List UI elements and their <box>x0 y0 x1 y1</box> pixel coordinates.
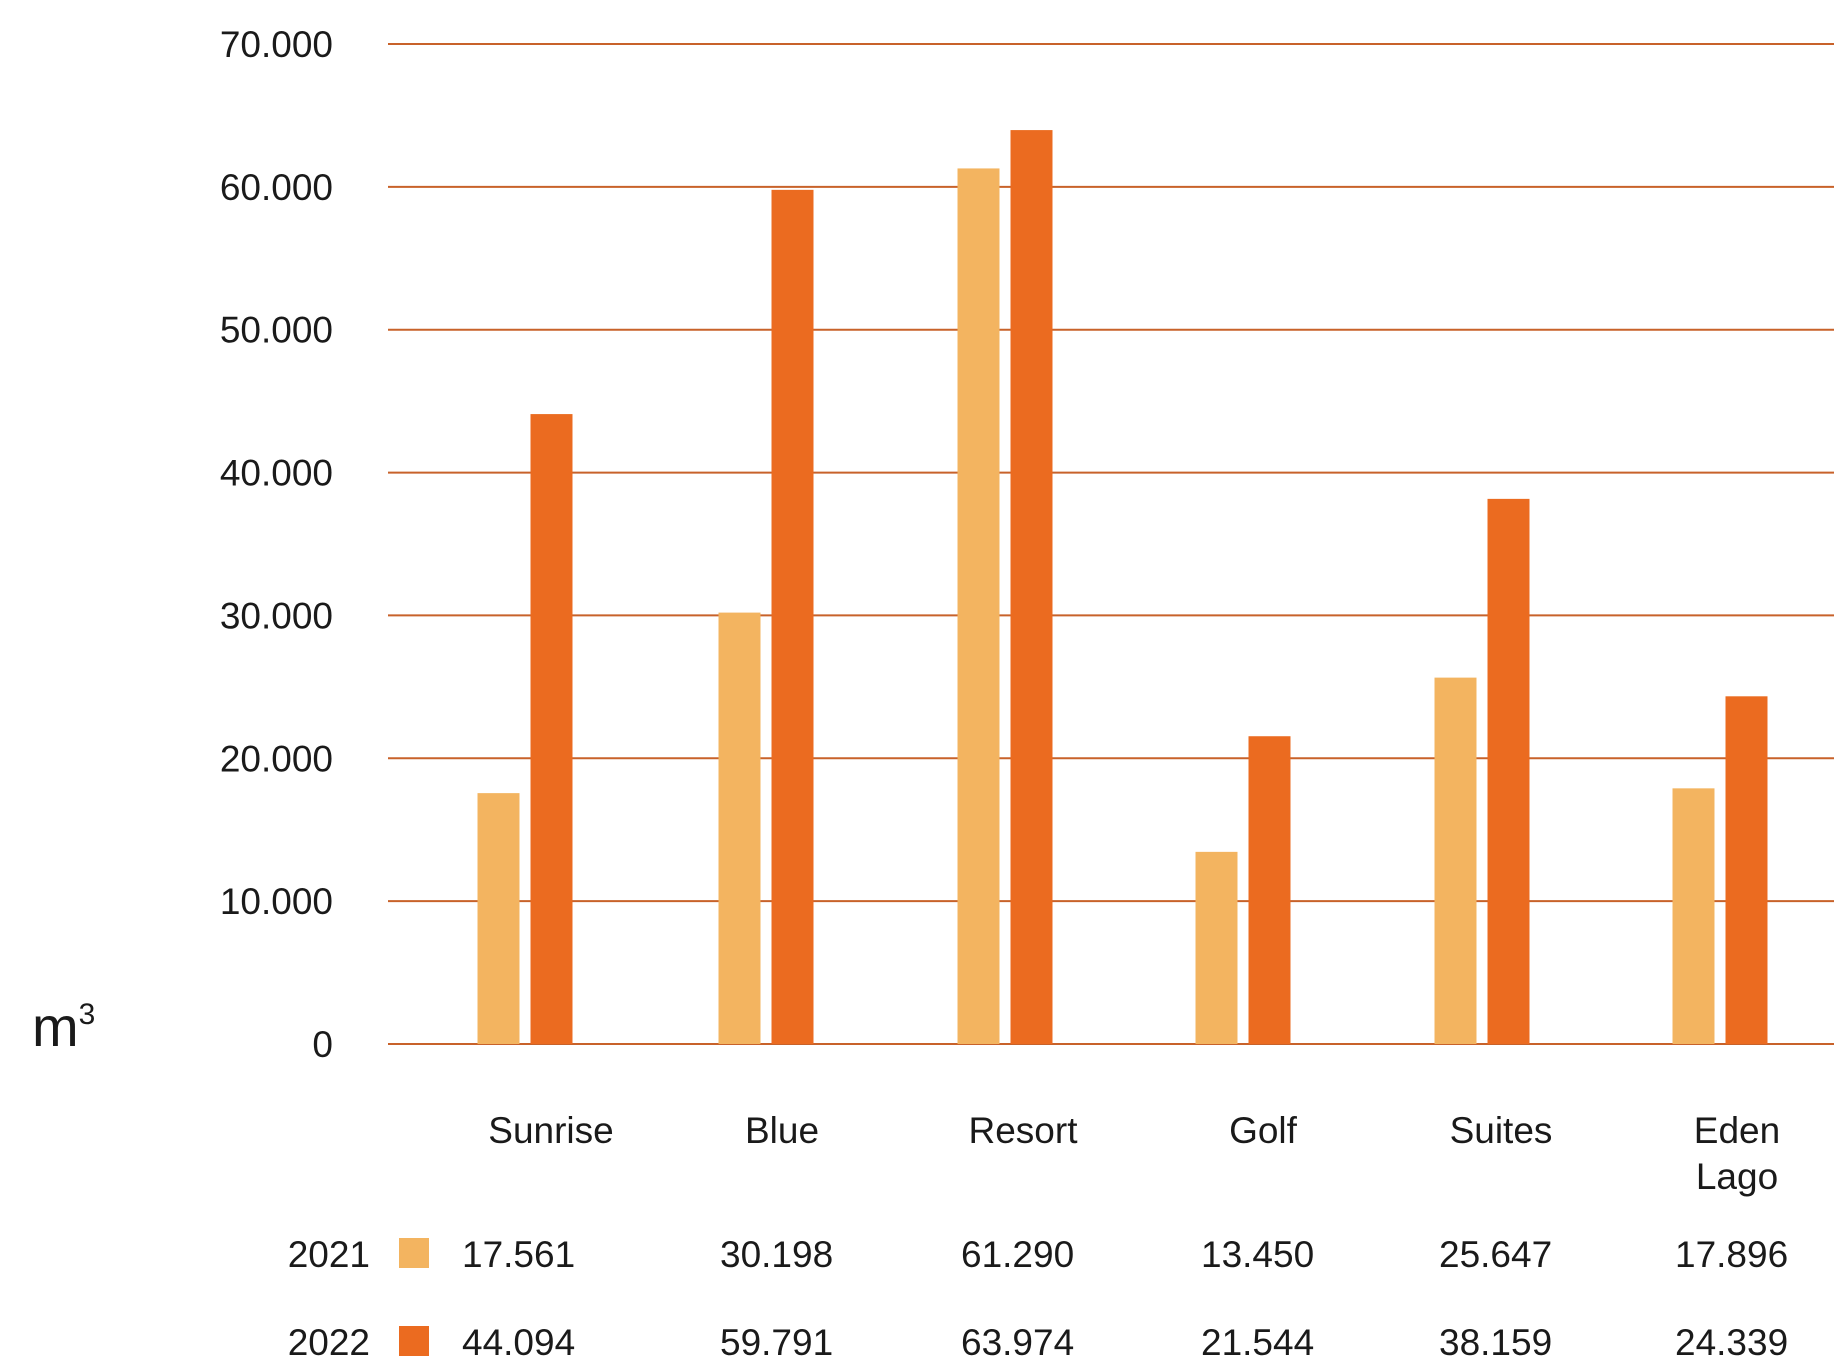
category-label-line: Blue <box>745 1110 819 1151</box>
category-label: Sunrise <box>488 1110 613 1151</box>
y-tick-label: 50.000 <box>220 310 333 351</box>
y-tick-label: 20.000 <box>220 738 333 779</box>
bar-2021-2 <box>957 168 1000 1044</box>
y-axis-unit-label: m3 <box>32 995 95 1058</box>
bar-2022-4 <box>1487 498 1530 1044</box>
bar-2022-5 <box>1725 696 1768 1044</box>
data-value: 21.544 <box>1201 1322 1314 1362</box>
legend-swatch-2021 <box>399 1238 429 1268</box>
data-value: 25.647 <box>1439 1234 1552 1275</box>
category-label-line: Suites <box>1450 1110 1553 1151</box>
data-value: 24.339 <box>1675 1322 1788 1362</box>
legend-swatch-2022 <box>399 1326 429 1356</box>
y-tick-label: 60.000 <box>220 167 333 208</box>
data-value: 38.159 <box>1439 1322 1552 1362</box>
data-value: 61.290 <box>961 1234 1074 1275</box>
bars <box>477 130 1768 1045</box>
bar-2021-0 <box>477 793 520 1044</box>
y-tick-label: 10.000 <box>220 881 333 922</box>
bar-2022-1 <box>771 189 814 1045</box>
bar-2021-3 <box>1195 851 1238 1044</box>
data-value: 63.974 <box>961 1322 1074 1362</box>
category-label-line: Golf <box>1229 1110 1298 1151</box>
bar-2021-1 <box>718 612 761 1044</box>
data-value: 44.094 <box>462 1322 575 1362</box>
y-tick-label: 70.000 <box>220 24 333 65</box>
y-axis-ticks: 0 10.000 20.000 30.000 40.000 50.000 60.000 70.… <box>220 24 333 1065</box>
category-label: Suites <box>1450 1110 1553 1151</box>
bar-2021-4 <box>1434 677 1477 1044</box>
bar-2022-2 <box>1010 130 1053 1045</box>
data-value: 17.561 <box>462 1234 575 1275</box>
y-tick-label: 30.000 <box>220 595 333 636</box>
category-label: Eden Lago <box>1694 1110 1780 1197</box>
y-tick-label: 0 <box>312 1024 333 1065</box>
bar-2022-3 <box>1248 736 1291 1044</box>
category-label: Blue <box>745 1110 819 1151</box>
data-value: 13.450 <box>1201 1234 1314 1275</box>
data-value: 30.198 <box>720 1234 833 1275</box>
category-label-line: Sunrise <box>488 1110 613 1151</box>
data-value: 59.791 <box>720 1322 833 1362</box>
category-label: Golf <box>1229 1110 1298 1151</box>
bar-2021-5 <box>1672 788 1715 1044</box>
bar-2022-0 <box>530 414 573 1045</box>
data-value: 17.896 <box>1675 1234 1788 1275</box>
category-label: Resort <box>969 1110 1079 1151</box>
data-table: 2021 17.561 30.198 61.290 13.450 25.647 17.896… <box>288 1234 1788 1362</box>
legend-year-label: 2021 <box>288 1234 370 1275</box>
category-label-line: Resort <box>969 1110 1079 1151</box>
category-labels: Sunrise Blue Resort Golf Suites Eden Lago <box>488 1110 1780 1197</box>
legend-year-label: 2022 <box>288 1322 370 1362</box>
gridlines <box>388 43 1834 1045</box>
category-label-line: Eden <box>1694 1110 1780 1151</box>
y-tick-label: 40.000 <box>220 453 333 494</box>
category-label-line: Lago <box>1696 1156 1778 1197</box>
